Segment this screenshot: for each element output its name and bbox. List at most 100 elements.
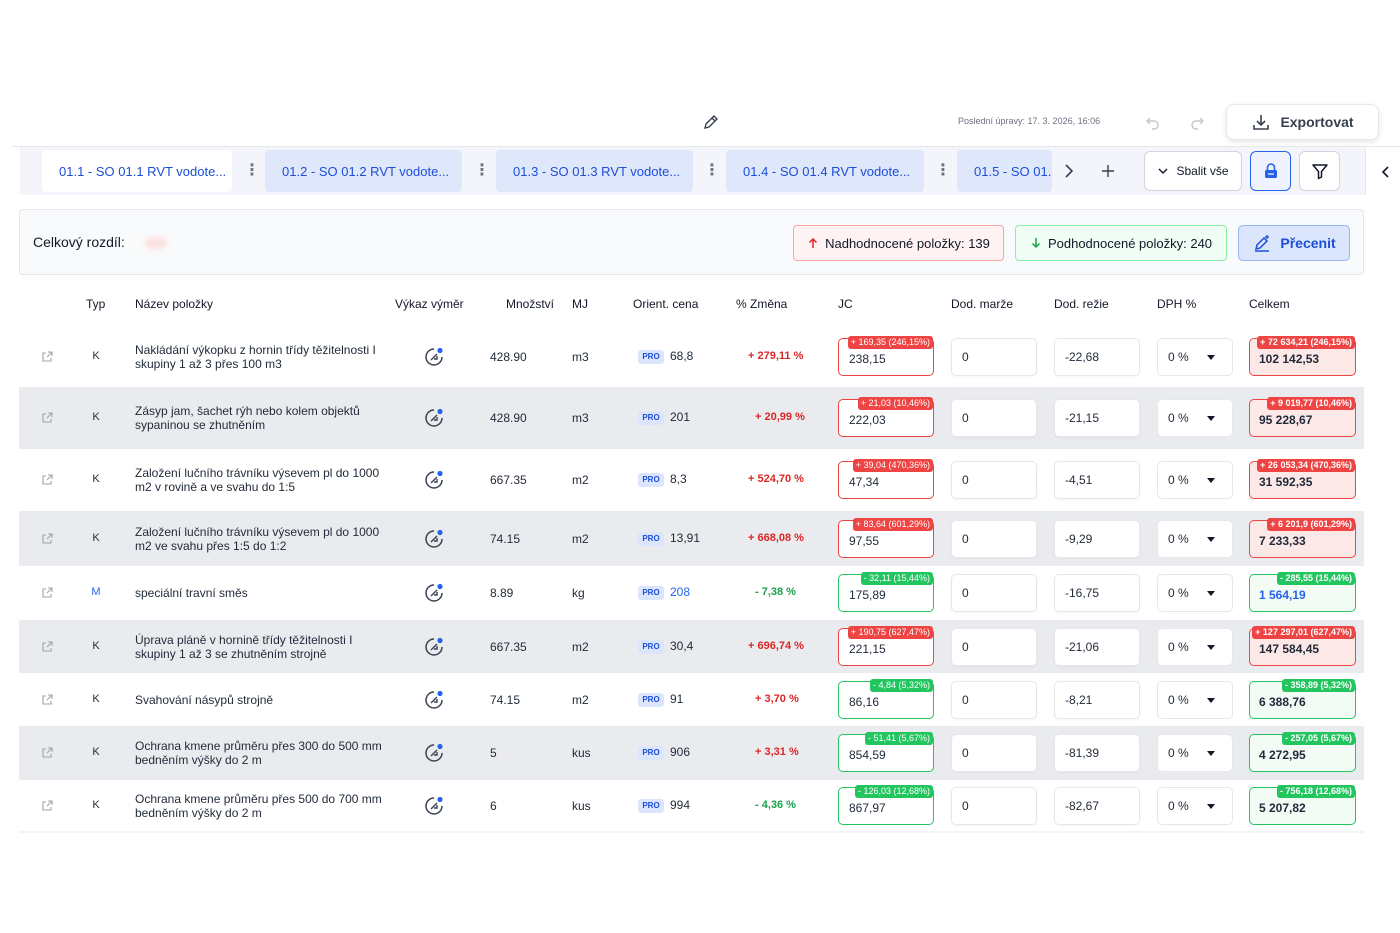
vat-select[interactable]: 0 % [1157,338,1233,376]
tab-01-4[interactable]: 01.4 - SO 01.4 RVT vodote... [726,150,924,192]
filter-button[interactable] [1299,151,1340,191]
jc-input[interactable]: - 51,41 (5,67%) 854,59 [838,732,934,772]
item-name: Svahování násypů strojně [135,693,274,707]
margin-input[interactable]: 0 [951,787,1037,825]
measure-icon[interactable] [423,346,445,368]
pro-badge: PRO [638,531,664,546]
measure-icon[interactable] [423,407,445,429]
overhead-input[interactable]: -81,39 [1054,734,1140,772]
overhead-input[interactable]: -9,29 [1054,520,1140,558]
vat-select[interactable]: 0 % [1157,628,1233,666]
col-dph[interactable]: DPH % [1157,297,1197,311]
measure-icon[interactable] [423,689,445,711]
caret-down-icon [1207,698,1215,703]
col-orient[interactable]: Orient. cena [633,297,699,311]
total-diff-tag: + 127 297,01 (627,47%) [1252,626,1355,639]
jc-input[interactable]: - 126,03 (12,68%) 867,97 [838,785,934,825]
jc-input[interactable]: + 39,04 (470,36%) 47,34 [838,459,934,499]
margin-input[interactable]: 0 [951,338,1037,376]
overhead-input[interactable]: -21,15 [1054,399,1140,437]
external-link-icon[interactable] [40,473,54,487]
orient-price-value[interactable]: 208 [670,585,691,599]
overhead-input[interactable]: -22,68 [1054,338,1140,376]
col-celkem[interactable]: Celkem [1249,297,1290,311]
external-link-icon[interactable] [40,693,54,707]
tab-01-5[interactable]: 01.5 - SO 01.5 [957,150,1052,192]
col-typ[interactable]: Typ [86,297,106,311]
external-link-icon[interactable] [40,746,54,760]
total-diff-tag: - 285,55 (15,44%) [1276,572,1355,585]
measure-icon[interactable] [423,582,445,604]
caret-down-icon [1207,645,1215,650]
tab-more-icon[interactable]: ⋮ [244,162,260,179]
margin-input[interactable]: 0 [951,461,1037,499]
jc-input[interactable]: + 169,35 (246,15%) 238,15 [838,336,934,376]
overhead-input[interactable]: -82,67 [1054,787,1140,825]
pro-badge: PRO [638,410,664,425]
vat-select[interactable]: 0 % [1157,681,1233,719]
jc-input[interactable]: - 32,11 (15,44%) 175,89 [838,572,934,612]
collapse-all-button[interactable]: Sbalit vše [1144,151,1242,191]
overhead-input[interactable]: -8,21 [1054,681,1140,719]
vat-select[interactable]: 0 % [1157,787,1233,825]
overhead-input[interactable]: -16,75 [1054,574,1140,612]
margin-input[interactable]: 0 [951,399,1037,437]
table-row: K Svahování násypů strojně 74.15 m2 PRO 91 + 3… [19,673,1364,726]
reprice-button[interactable]: Přecenit [1238,225,1350,261]
jc-value: 97,55 [849,534,880,548]
col-vykaz[interactable]: Výkaz výměr [395,297,464,311]
vat-select[interactable]: 0 % [1157,399,1233,437]
vat-select[interactable]: 0 % [1157,574,1233,612]
chevron-right-icon[interactable] [1060,161,1078,181]
overhead-input[interactable]: -4,51 [1054,461,1140,499]
external-link-icon[interactable] [40,350,54,364]
col-marze[interactable]: Dod. marže [951,297,1014,311]
overhead-input[interactable]: -21,06 [1054,628,1140,666]
external-link-icon[interactable] [40,411,54,425]
tab-01-3[interactable]: 01.3 - SO 01.3 RVT vodote... [496,150,693,192]
tab-more-icon[interactable]: ⋮ [474,162,490,179]
external-link-icon[interactable] [40,532,54,546]
export-button[interactable]: Exportovat [1226,104,1379,140]
jc-input[interactable]: + 83,64 (601,29%) 97,55 [838,518,934,558]
col-nazev[interactable]: Název položky [135,297,214,311]
margin-input[interactable]: 0 [951,734,1037,772]
pencil-icon[interactable] [702,113,720,131]
external-link-icon[interactable] [40,640,54,654]
lock-button[interactable] [1250,151,1291,191]
measure-icon[interactable] [423,742,445,764]
col-mnozstvi[interactable]: Množství [506,297,555,311]
margin-input[interactable]: 0 [951,520,1037,558]
jc-input[interactable]: + 190,75 (627,47%) 221,15 [838,626,934,666]
overpriced-items-badge[interactable]: Nadhodnocené položky: 139 [793,225,1004,261]
vat-select[interactable]: 0 % [1157,734,1233,772]
caret-down-icon [1207,355,1215,360]
measure-icon[interactable] [423,636,445,658]
external-link-icon[interactable] [40,799,54,813]
margin-input[interactable]: 0 [951,628,1037,666]
jc-input[interactable]: + 21,03 (10,46%) 222,03 [838,397,934,437]
tab-more-icon[interactable]: ⋮ [935,162,951,179]
underpriced-items-badge[interactable]: Podhodnocené položky: 240 [1015,225,1227,261]
col-mj[interactable]: MJ [572,297,588,311]
external-link-icon[interactable] [40,586,54,600]
col-jc[interactable]: JC [838,297,853,311]
tab-more-icon[interactable]: ⋮ [704,162,720,179]
vat-select[interactable]: 0 % [1157,461,1233,499]
plus-icon[interactable] [1098,161,1118,181]
measure-icon[interactable] [423,469,445,491]
col-rezie[interactable]: Dod. režie [1054,297,1109,311]
col-zmena[interactable]: % Změna [736,297,788,311]
margin-input[interactable]: 0 [951,681,1037,719]
tab-01-1[interactable]: 01.1 - SO 01.1 RVT vodote... [42,150,232,192]
measure-icon[interactable] [423,795,445,817]
tab-01-2[interactable]: 01.2 - SO 01.2 RVT vodote... [265,150,462,192]
margin-input[interactable]: 0 [951,574,1037,612]
chevron-left-icon[interactable] [1378,163,1394,181]
jc-input[interactable]: - 4,84 (5,32%) 86,16 [838,679,934,719]
undo-icon[interactable] [1144,113,1162,131]
measure-icon[interactable] [423,528,445,550]
vat-select[interactable]: 0 % [1157,520,1233,558]
redo-icon[interactable] [1188,113,1206,131]
